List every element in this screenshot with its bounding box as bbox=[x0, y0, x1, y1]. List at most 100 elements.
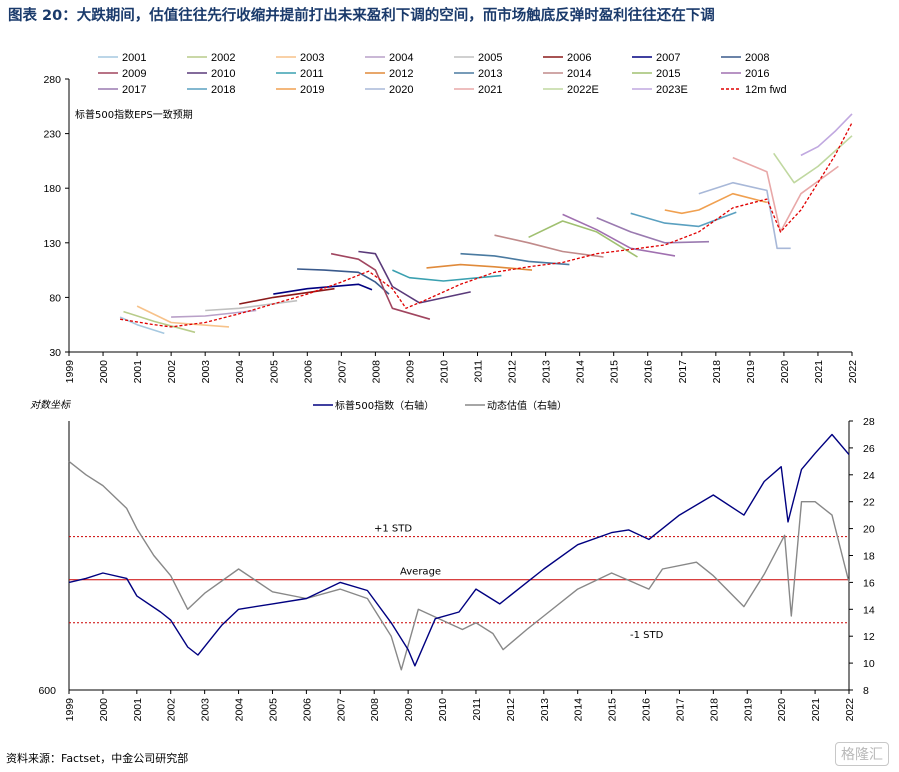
x-tick-label: 2008 bbox=[369, 698, 381, 722]
legend-label-2020: 2020 bbox=[389, 84, 413, 96]
series-line-2001 bbox=[119, 316, 165, 335]
right-tick-label: 28 bbox=[863, 416, 875, 428]
series-line-2015 bbox=[528, 220, 638, 258]
y-tick-label: 180 bbox=[43, 183, 61, 195]
legend-label-2018: 2018 bbox=[211, 84, 235, 96]
right-tick-label: 26 bbox=[863, 443, 875, 455]
y-tick-label: 230 bbox=[43, 129, 61, 141]
series-line-2014 bbox=[494, 234, 604, 258]
series-line-动态估值（右轴） bbox=[68, 460, 850, 671]
series-line-2002 bbox=[123, 310, 196, 334]
legend-label-2021: 2021 bbox=[478, 84, 502, 96]
x-tick-label: 2015 bbox=[609, 360, 621, 384]
right-tick-label: 18 bbox=[863, 551, 875, 563]
series-line-2012 bbox=[426, 263, 533, 271]
series-line-2010 bbox=[358, 250, 471, 304]
series-line-2009 bbox=[330, 252, 431, 320]
x-tick-label: 2001 bbox=[132, 360, 144, 384]
legend-label-2015: 2015 bbox=[656, 68, 680, 80]
series-line-2018 bbox=[630, 211, 737, 228]
series-line-2006 bbox=[239, 287, 335, 305]
x-tick-label: 1999 bbox=[64, 360, 76, 384]
legend-label-2011: 2011 bbox=[300, 68, 324, 80]
legend-label-2012: 2012 bbox=[389, 68, 413, 80]
legend-label-2009: 2009 bbox=[122, 68, 146, 80]
legend-label-2010: 2010 bbox=[211, 68, 235, 80]
x-tick-label: 2009 bbox=[404, 360, 416, 384]
x-tick-label: 2022 bbox=[847, 360, 859, 384]
legend-label-2002: 2002 bbox=[211, 52, 235, 64]
series-line-标普500指数（右轴） bbox=[68, 433, 850, 667]
x-tick-label: 2002 bbox=[166, 360, 178, 384]
x-tick-label: 2007 bbox=[336, 360, 348, 384]
series-line-2016 bbox=[562, 213, 676, 257]
left-tick-label: 600 bbox=[38, 685, 56, 697]
legend-label-2013: 2013 bbox=[478, 68, 502, 80]
y-tick-label: 80 bbox=[49, 292, 61, 304]
x-tick-label: 2005 bbox=[267, 698, 279, 722]
x-tick-label: 2019 bbox=[742, 698, 754, 722]
legend-label-2016: 2016 bbox=[745, 68, 769, 80]
series-line-2013 bbox=[460, 252, 570, 266]
x-tick-label: 2011 bbox=[471, 698, 483, 721]
legend-label-2003: 2003 bbox=[300, 52, 324, 64]
series-line-2008 bbox=[297, 268, 390, 295]
watermark-text: 格隆汇 bbox=[841, 747, 883, 763]
x-tick-label: 2006 bbox=[302, 360, 314, 384]
x-tick-label: 2021 bbox=[813, 360, 825, 384]
x-tick-label: 2021 bbox=[810, 698, 822, 722]
x-tick-label: 2001 bbox=[132, 698, 144, 722]
legend-label-2017: 2017 bbox=[122, 84, 146, 96]
x-tick-label: 2015 bbox=[607, 698, 619, 722]
legend-label-2004: 2004 bbox=[389, 52, 413, 64]
series-line-2021 bbox=[732, 156, 839, 233]
series-line-2017 bbox=[596, 216, 710, 244]
x-tick-label: 2004 bbox=[234, 360, 246, 384]
x-tick-label: 2016 bbox=[641, 698, 653, 722]
x-tick-label: 2010 bbox=[437, 698, 449, 722]
right-tick-label: 20 bbox=[863, 524, 875, 536]
x-tick-label: 2020 bbox=[776, 698, 788, 722]
series-line-2004 bbox=[171, 309, 257, 318]
right-tick-label: 10 bbox=[863, 658, 875, 670]
legend-label-动态估值（右轴）: 动态估值（右轴） bbox=[487, 399, 567, 412]
series-line-2022E bbox=[773, 135, 853, 184]
x-tick-label: 2020 bbox=[779, 360, 791, 384]
x-tick-label: 2014 bbox=[573, 698, 585, 722]
x-tick-label: 2003 bbox=[200, 360, 212, 384]
x-tick-label: 2016 bbox=[643, 360, 655, 384]
series-line-2020 bbox=[698, 181, 791, 250]
x-tick-label: 2003 bbox=[200, 698, 212, 722]
x-tick-label: 2018 bbox=[711, 360, 723, 384]
x-tick-label: 2013 bbox=[541, 360, 553, 384]
x-tick-label: 2012 bbox=[507, 360, 519, 384]
x-tick-label: 2012 bbox=[505, 698, 517, 722]
legend-label-12m fwd: 12m fwd bbox=[745, 84, 787, 96]
reference-label: +1 STD bbox=[374, 524, 412, 535]
legend-label-2008: 2008 bbox=[745, 52, 769, 64]
series-line-2003 bbox=[136, 305, 230, 328]
x-tick-label: 2006 bbox=[301, 698, 313, 722]
x-tick-label: 2007 bbox=[335, 698, 347, 722]
legend-label-2007: 2007 bbox=[656, 52, 680, 64]
right-tick-label: 8 bbox=[863, 685, 869, 697]
x-tick-label: 2009 bbox=[403, 698, 415, 722]
x-tick-label: 1999 bbox=[64, 698, 76, 722]
x-tick-label: 2000 bbox=[98, 360, 110, 384]
legend-label-2006: 2006 bbox=[567, 52, 591, 64]
right-tick-label: 12 bbox=[863, 631, 875, 643]
series-line-2023E bbox=[800, 113, 853, 157]
series-line-2007 bbox=[273, 283, 373, 295]
watermark-logo: 格隆汇 bbox=[835, 742, 889, 766]
right-tick-label: 22 bbox=[863, 497, 875, 509]
x-tick-label: 2018 bbox=[708, 698, 720, 722]
x-tick-label: 2005 bbox=[268, 360, 280, 384]
chart-title: 图表 20：大跌期间，估值往往先行收缩并提前打出未来盈利下调的空间，而市场触底反… bbox=[8, 8, 715, 24]
x-tick-label: 2002 bbox=[166, 698, 178, 722]
series-line-2011 bbox=[392, 269, 502, 282]
x-tick-label: 2013 bbox=[539, 698, 551, 722]
series-line-2019 bbox=[664, 192, 768, 215]
